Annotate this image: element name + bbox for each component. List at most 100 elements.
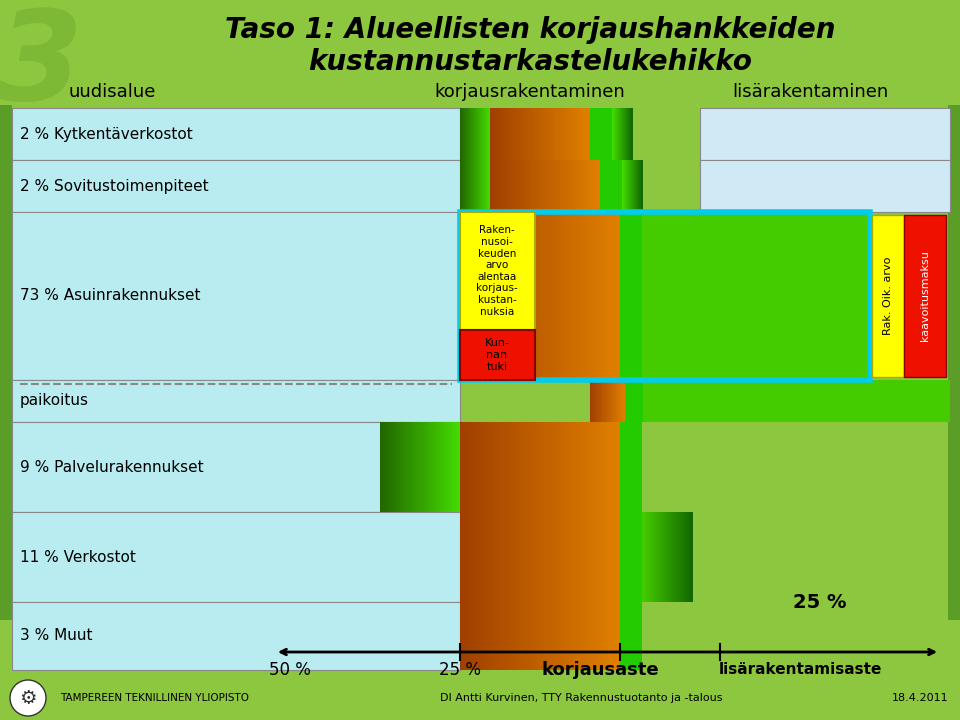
Bar — [538, 212, 540, 380]
Bar — [380, 422, 382, 512]
Text: TAMPEREEN TEKNILLINEN YLIOPISTO: TAMPEREEN TEKNILLINEN YLIOPISTO — [60, 693, 249, 703]
Bar — [450, 422, 452, 512]
Bar — [463, 160, 464, 212]
Bar — [532, 108, 534, 160]
Bar — [473, 160, 474, 212]
Bar — [574, 160, 577, 212]
Bar — [462, 108, 463, 160]
Bar — [520, 108, 522, 160]
Bar — [490, 512, 492, 602]
Bar — [440, 422, 442, 512]
Bar — [562, 108, 564, 160]
Bar — [622, 380, 623, 422]
Text: Taso 1: Alueellisten korjaushankkeiden: Taso 1: Alueellisten korjaushankkeiden — [225, 16, 835, 44]
Bar — [534, 108, 536, 160]
Bar — [577, 512, 581, 602]
Bar — [412, 422, 414, 512]
Bar — [467, 160, 468, 212]
Bar — [473, 422, 476, 512]
Bar — [575, 108, 577, 160]
Text: 50 %: 50 % — [269, 661, 311, 679]
Bar — [479, 512, 482, 602]
Bar — [608, 380, 609, 422]
Bar — [597, 380, 598, 422]
Bar — [521, 512, 524, 602]
Bar — [612, 422, 615, 512]
Bar — [548, 602, 551, 670]
Bar — [687, 512, 689, 602]
Bar — [684, 512, 685, 602]
Bar — [484, 422, 487, 512]
Bar — [502, 108, 504, 160]
Bar — [597, 380, 599, 422]
Bar — [518, 212, 522, 380]
Bar — [675, 512, 676, 602]
Bar — [587, 108, 588, 160]
Bar — [545, 602, 548, 670]
Bar — [476, 160, 477, 212]
Bar — [590, 512, 594, 602]
Bar — [566, 108, 569, 160]
Bar — [470, 212, 474, 380]
Bar — [575, 602, 578, 670]
Bar — [508, 422, 511, 512]
Bar — [658, 512, 660, 602]
Bar — [475, 160, 476, 212]
Bar — [461, 160, 462, 212]
Bar — [559, 212, 562, 380]
Bar — [607, 380, 608, 422]
Bar — [521, 602, 524, 670]
Bar — [668, 512, 669, 602]
Bar — [672, 512, 673, 602]
Bar — [500, 212, 503, 380]
Bar — [589, 160, 591, 212]
Bar — [684, 512, 685, 602]
Bar — [486, 160, 487, 212]
Bar — [487, 212, 490, 380]
Bar — [478, 160, 479, 212]
Bar — [575, 512, 578, 602]
Bar — [483, 108, 484, 160]
Bar — [524, 212, 527, 380]
Bar — [617, 422, 620, 512]
Bar — [516, 212, 519, 380]
Bar — [466, 512, 468, 602]
Bar — [535, 422, 538, 512]
Bar — [538, 512, 540, 602]
Bar — [624, 380, 625, 422]
Bar — [620, 422, 642, 512]
Bar — [564, 602, 567, 670]
Bar — [583, 422, 586, 512]
Bar — [443, 422, 444, 512]
Bar — [500, 602, 503, 670]
Bar — [460, 212, 463, 380]
Bar — [524, 512, 527, 602]
Bar — [518, 512, 522, 602]
Bar — [508, 212, 511, 380]
Bar — [617, 602, 620, 670]
Bar — [475, 108, 476, 160]
Bar — [487, 512, 490, 602]
Bar — [484, 160, 485, 212]
Bar — [647, 512, 648, 602]
Bar — [536, 160, 539, 212]
Bar — [505, 108, 507, 160]
Bar — [583, 512, 586, 602]
Bar — [489, 108, 490, 160]
Bar — [385, 422, 387, 512]
Bar — [481, 160, 482, 212]
Bar — [463, 512, 466, 602]
Bar — [661, 512, 662, 602]
Bar — [469, 108, 470, 160]
Bar — [642, 212, 870, 380]
Bar — [465, 160, 466, 212]
Bar — [465, 108, 466, 160]
Bar — [610, 212, 612, 380]
Bar — [12, 602, 460, 670]
Bar — [485, 108, 486, 160]
Bar — [464, 160, 465, 212]
Bar — [465, 108, 466, 160]
Bar — [497, 212, 500, 380]
Bar — [479, 108, 480, 160]
Bar — [527, 602, 530, 670]
